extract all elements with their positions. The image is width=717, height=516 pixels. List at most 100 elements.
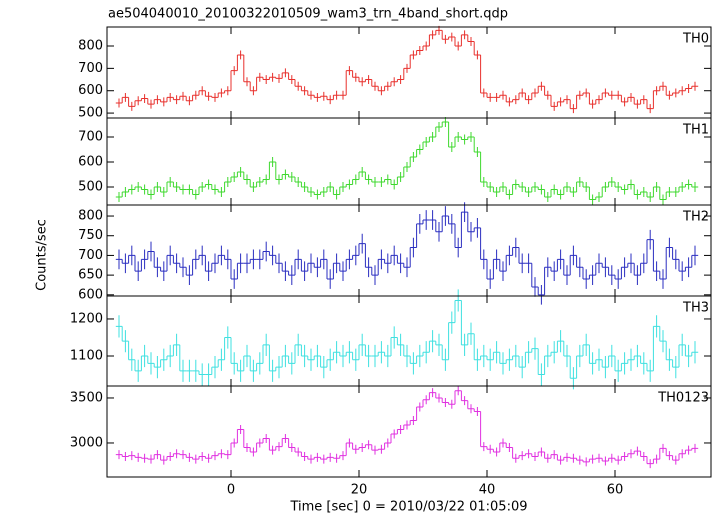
data-bin <box>506 442 513 452</box>
y-tick-label: 700 <box>78 248 103 263</box>
data-bin <box>666 237 673 258</box>
data-bin <box>679 449 686 459</box>
data-bin <box>551 101 558 111</box>
data-bin <box>307 348 315 371</box>
data-bin <box>442 34 449 44</box>
data-bin <box>429 132 436 142</box>
y-tick-label: 500 <box>78 180 103 195</box>
data-bin <box>493 249 500 270</box>
data-bin <box>205 261 212 282</box>
data-bin <box>237 253 244 274</box>
data-bin <box>199 245 206 266</box>
data-bin <box>339 344 347 368</box>
data-bin <box>448 311 455 334</box>
data-bin <box>621 97 628 107</box>
data-bin <box>263 241 270 262</box>
data-bin <box>282 261 289 282</box>
data-bin <box>653 261 660 282</box>
data-bin <box>570 187 577 197</box>
data-bin <box>474 348 481 371</box>
data-bin <box>218 348 225 371</box>
data-bin <box>378 177 385 187</box>
data-bin <box>224 177 231 187</box>
data-bin <box>128 184 135 195</box>
data-bin <box>666 451 673 461</box>
data-bin <box>519 451 526 461</box>
data-bin <box>346 341 353 364</box>
data-bin <box>359 233 366 254</box>
data-bin <box>416 46 423 55</box>
data-bin <box>333 90 340 100</box>
data-bin <box>314 92 321 102</box>
data-bin <box>327 95 334 105</box>
data-bin <box>627 92 635 102</box>
data-bin <box>679 182 686 192</box>
data-bin <box>595 348 603 371</box>
data-bin <box>186 184 193 195</box>
data-bin <box>147 454 155 464</box>
data-bin <box>192 454 199 464</box>
y-tick-label: 3500 <box>70 390 103 405</box>
data-bin <box>602 456 609 466</box>
data-bin <box>589 99 596 109</box>
data-bin <box>237 424 244 434</box>
data-bin <box>237 167 244 177</box>
panel-label: TH0 <box>682 32 709 47</box>
data-bin <box>512 453 519 463</box>
data-bin <box>122 330 129 353</box>
data-bin <box>461 134 468 145</box>
data-bin <box>250 447 257 457</box>
data-bin <box>263 433 270 443</box>
data-bin <box>595 453 603 463</box>
data-bin <box>659 443 667 453</box>
data-bin <box>595 192 603 202</box>
data-bin <box>551 261 558 282</box>
data-bin <box>320 91 327 101</box>
data-bin <box>307 90 315 100</box>
data-bin <box>647 192 654 202</box>
chart-title: ae504040010_20100322010509_wam3_trn_4ban… <box>108 7 508 22</box>
data-bin <box>672 455 679 465</box>
data-bin <box>167 92 174 102</box>
data-bin <box>154 182 161 192</box>
data-bin <box>672 356 679 379</box>
data-bin <box>499 182 507 192</box>
data-bin <box>288 442 295 452</box>
data-bin <box>295 177 302 187</box>
y-tick-label: 3000 <box>70 435 103 450</box>
data-bin <box>519 253 526 274</box>
data-bin <box>147 189 155 200</box>
data-bin <box>365 344 372 368</box>
data-bin <box>295 333 302 356</box>
data-bin <box>672 249 679 270</box>
data-bin <box>327 452 334 462</box>
data-bin <box>346 438 353 448</box>
data-bin <box>551 184 558 195</box>
data-bin <box>512 344 519 368</box>
data-bin <box>135 359 142 382</box>
data-bin <box>659 194 667 205</box>
data-bin <box>621 451 628 461</box>
data-bin <box>365 257 372 278</box>
data-bin <box>263 333 270 356</box>
data-bin <box>352 348 359 371</box>
data-bin <box>666 348 673 371</box>
data-bin <box>224 450 231 460</box>
data-bin <box>570 245 577 266</box>
data-bin <box>378 249 385 270</box>
data-bin <box>211 184 219 195</box>
y-tick-label: 750 <box>78 228 103 243</box>
data-bin <box>122 92 129 102</box>
data-bin <box>231 172 238 182</box>
data-bin <box>583 333 590 356</box>
data-bin <box>403 344 411 368</box>
x-tick-label: 60 <box>607 483 624 498</box>
data-bin <box>339 182 347 192</box>
data-bin <box>243 344 251 368</box>
data-bin <box>679 261 686 282</box>
data-bin <box>115 450 123 460</box>
data-bin <box>269 445 276 455</box>
data-bin <box>397 424 404 434</box>
data-bin <box>314 344 321 368</box>
